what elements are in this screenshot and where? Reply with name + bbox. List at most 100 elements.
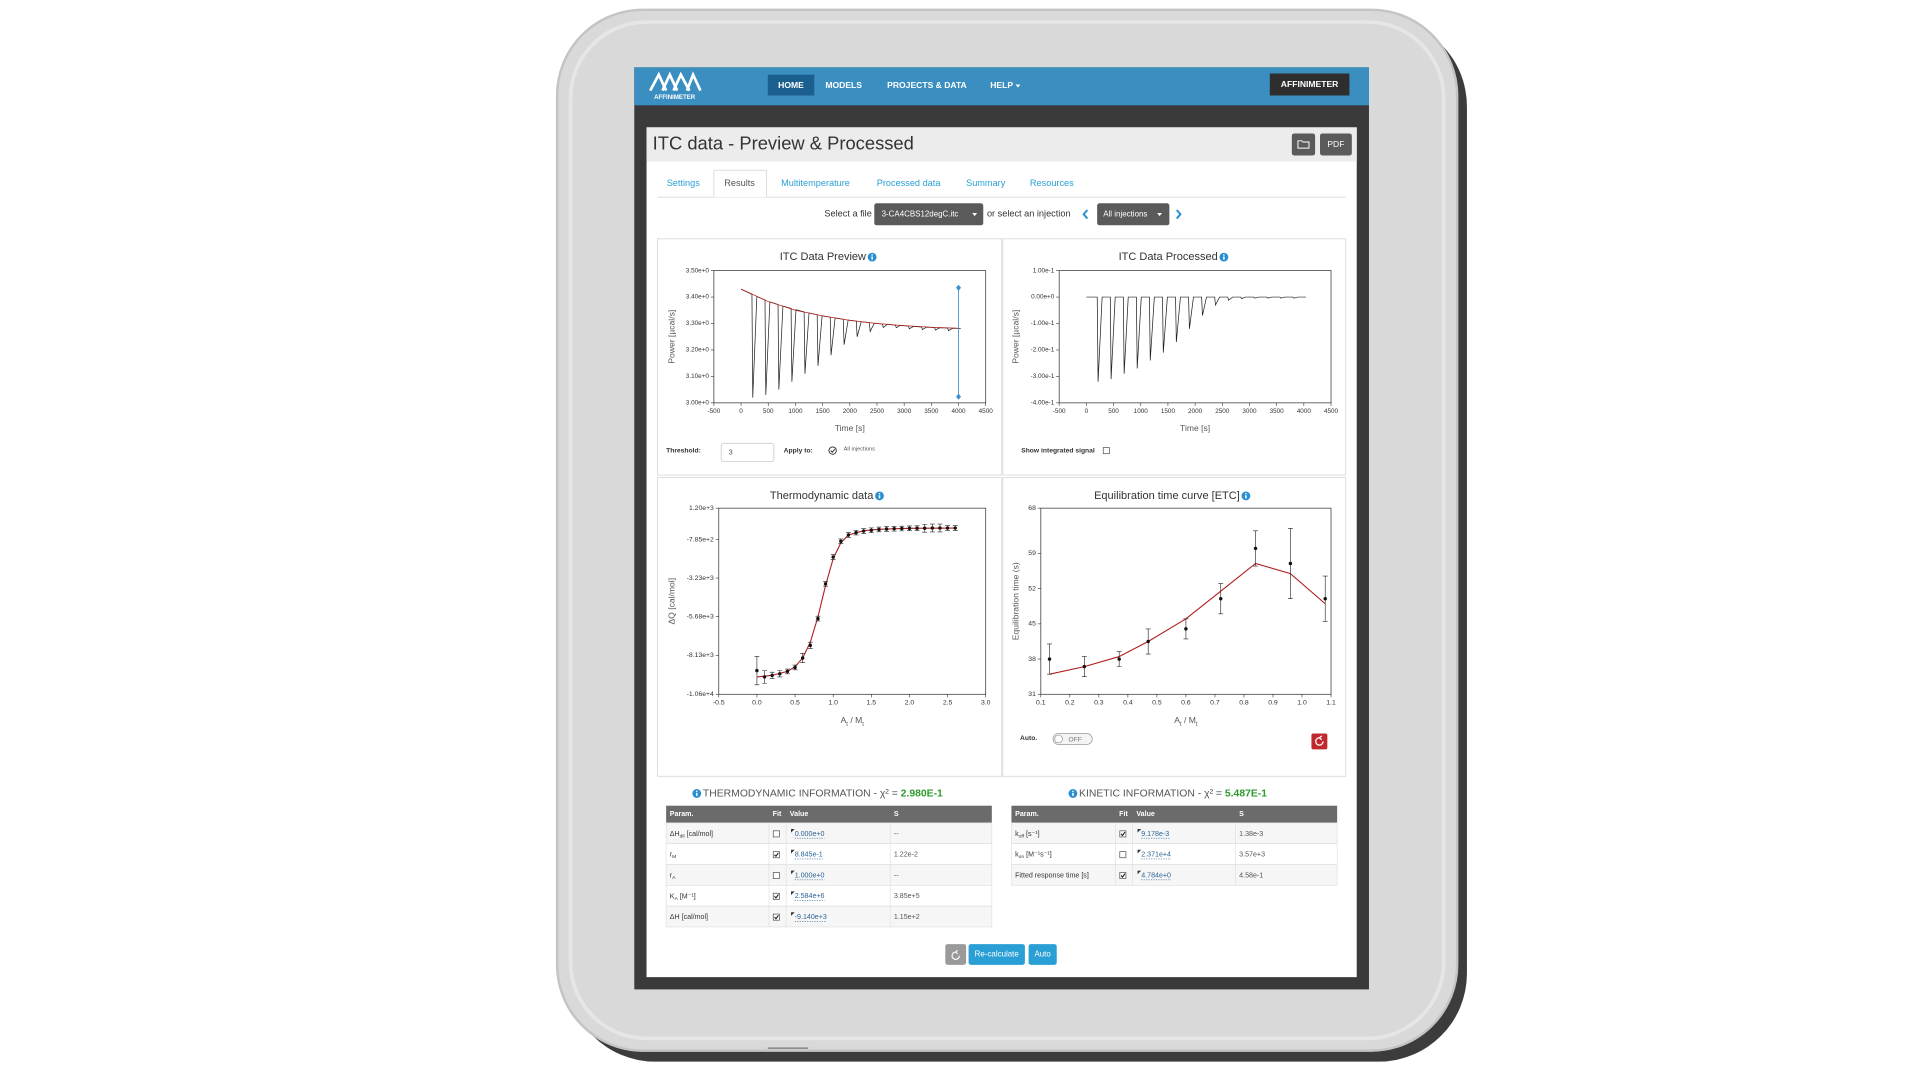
file-name[interactable]: 3-CA4CBS12degC.itc <box>882 209 959 218</box>
edit-corner <box>791 828 795 833</box>
y-tick-label: 3.10e+0 <box>686 373 710 380</box>
data-point <box>816 616 820 621</box>
param-value[interactable]: -9.140e+3 <box>795 913 827 921</box>
param-value[interactable]: 9.178e-3 <box>1141 830 1169 838</box>
panel-header <box>646 127 1357 162</box>
tab[interactable]: Resources <box>1030 178 1074 188</box>
data-point <box>861 529 866 533</box>
y-tick-label: 52 <box>1028 585 1036 592</box>
x-tick-label: 0 <box>1085 408 1089 415</box>
chart-panel <box>657 477 1003 777</box>
nav-item[interactable]: MODELS <box>825 80 862 90</box>
x-tick-label: 1.1 <box>1326 700 1336 707</box>
chi2-value: 5.487E-1 <box>1225 788 1267 799</box>
column-header: Param. <box>1015 810 1039 818</box>
x-tick-label: 2.0 <box>905 700 915 707</box>
data-point <box>770 673 774 678</box>
integrated-checkbox[interactable] <box>1102 447 1110 455</box>
x-axis-label: Time [s] <box>835 423 865 433</box>
toggle-knob <box>1054 734 1063 744</box>
data-point <box>1219 596 1223 601</box>
param-error: -- <box>894 871 899 879</box>
fit-checkbox[interactable] <box>772 851 780 859</box>
x-tick-label: 0.5 <box>790 700 800 707</box>
chart: Thermodynamic data -0.5 0.0 0.5 1.0 1.5 2.0 2.5… <box>667 490 991 728</box>
y-tick-label: 3.00e+0 <box>686 400 710 407</box>
folder-button[interactable] <box>1291 133 1316 156</box>
tab[interactable]: Results <box>724 178 755 188</box>
threshold-value[interactable]: 3 <box>729 447 733 456</box>
info-icon-dot <box>695 790 698 793</box>
threshold-input[interactable] <box>720 442 775 463</box>
fit-checkbox[interactable] <box>1119 872 1127 879</box>
param-error: 4.58e-1 <box>1239 871 1263 879</box>
plot-frame <box>1058 270 1332 404</box>
fit-check <box>1120 831 1126 837</box>
pdf-button[interactable] <box>1320 133 1352 156</box>
fit-checkbox[interactable] <box>772 892 780 900</box>
y-tick-label: 68 <box>1028 505 1036 512</box>
fit-checkbox[interactable] <box>772 872 780 879</box>
integrated-label: Show integrated signal <box>1021 447 1095 454</box>
text-part: [s⁻¹] <box>1024 830 1040 838</box>
x-tick-label: 2500 <box>870 408 885 415</box>
injection-dropdown[interactable] <box>1097 203 1170 226</box>
column-header: Fit <box>1119 810 1128 818</box>
nav-item[interactable]: HELP <box>990 80 1013 90</box>
toggle-state[interactable]: OFF <box>1068 736 1081 743</box>
x-tick-label: 2.5 <box>943 700 953 707</box>
recalculate-button[interactable] <box>968 944 1025 965</box>
nav-item[interactable]: HOME <box>778 80 804 90</box>
range-handle[interactable] <box>956 393 961 400</box>
tab[interactable]: Summary <box>966 178 1006 188</box>
table-header <box>1011 805 1338 823</box>
param-value[interactable]: 2.584e+6 <box>795 892 825 900</box>
x-tick-label: 2000 <box>1188 408 1203 415</box>
text-part: dil <box>680 834 685 840</box>
auto-toggle[interactable] <box>1052 733 1093 745</box>
reset-button[interactable] <box>1311 733 1328 750</box>
info-icon-dot <box>1245 492 1247 495</box>
pdf-label[interactable]: PDF <box>1327 139 1344 149</box>
nav-item[interactable]: PROJECTS & DATA <box>887 80 967 90</box>
data-point <box>793 665 797 670</box>
auto-action-label[interactable]: Auto <box>1034 950 1051 959</box>
text-part: A <box>841 715 847 725</box>
data-point <box>1288 561 1293 566</box>
fit-checkbox[interactable] <box>1119 830 1127 838</box>
param-value[interactable]: 0.000e+0 <box>795 830 825 838</box>
tab[interactable]: Multitemperature <box>781 178 850 188</box>
info-title: THERMODYNAMIC INFORMATION - χ² = 2.980E-… <box>703 788 943 799</box>
fit-checkbox[interactable] <box>1119 851 1127 859</box>
param-value[interactable]: 4.784e+0 <box>1141 871 1171 879</box>
injection-label: or select an injection <box>987 209 1071 219</box>
apply-radio[interactable] <box>828 446 837 455</box>
y-tick-label: 59 <box>1028 550 1036 557</box>
param-name: koff [s⁻¹] <box>1015 830 1040 840</box>
auto-button[interactable] <box>1028 944 1057 965</box>
prev-injection[interactable] <box>1082 209 1089 220</box>
recalculate-label[interactable]: Re-calculate <box>975 950 1020 959</box>
fit-checkbox[interactable] <box>772 830 780 838</box>
x-tick-label: 0.5 <box>1152 700 1162 707</box>
injection-value[interactable]: All injections <box>1103 209 1147 218</box>
x-tick-label: 0.8 <box>1239 700 1249 707</box>
param-value[interactable]: 1.000e+0 <box>795 871 825 879</box>
edit-corner <box>791 870 795 875</box>
next-injection[interactable] <box>1175 209 1182 220</box>
param-value[interactable]: 2.371e+4 <box>1141 851 1171 859</box>
text-part: Fitted response time [s] <box>1015 871 1089 879</box>
text-part: r <box>670 871 673 879</box>
auto-label: Auto. <box>1020 735 1037 742</box>
tab[interactable]: Settings <box>667 178 701 188</box>
undo-button[interactable] <box>945 944 967 965</box>
range-handle[interactable] <box>956 284 961 291</box>
account-label[interactable]: AFFINIMETER <box>1281 79 1339 89</box>
file-dropdown[interactable] <box>874 203 984 226</box>
table-row <box>1011 843 1338 865</box>
data-point <box>831 555 835 559</box>
tab[interactable]: Processed data <box>877 178 942 188</box>
account-button[interactable] <box>1269 73 1350 96</box>
fit-checkbox[interactable] <box>772 913 780 921</box>
param-value[interactable]: 8.845e-1 <box>795 851 823 859</box>
